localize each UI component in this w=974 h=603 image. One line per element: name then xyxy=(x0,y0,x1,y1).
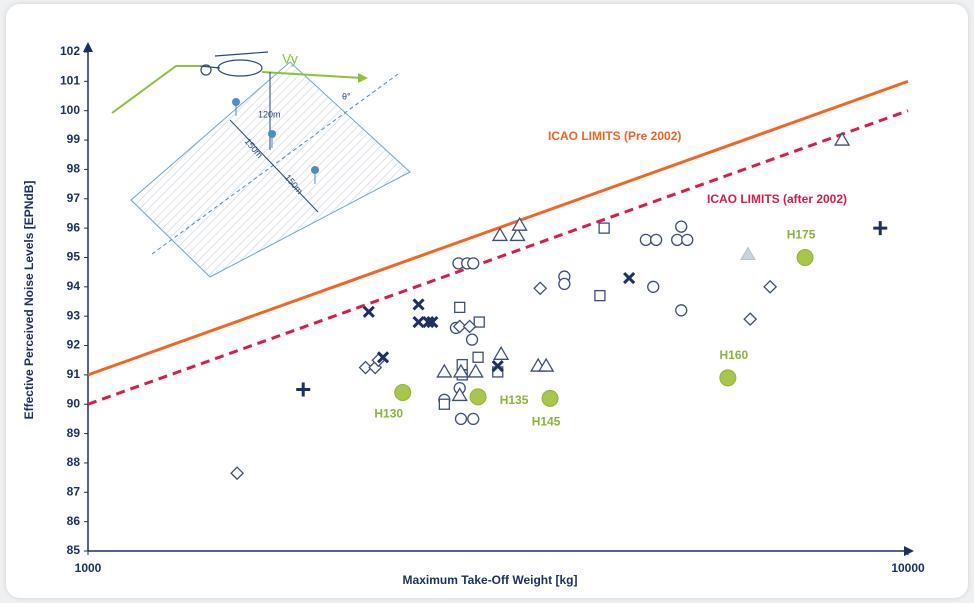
inset-arrowhead xyxy=(358,73,368,83)
point xyxy=(452,363,470,378)
inset-label: 120m xyxy=(258,109,281,119)
point-label: H160 xyxy=(720,348,749,362)
point xyxy=(467,412,480,426)
point xyxy=(796,248,814,266)
y-tick-label: 95 xyxy=(67,250,81,264)
y-tick-label: 88 xyxy=(67,455,81,469)
inset-track xyxy=(151,73,399,255)
y-tick-label: 85 xyxy=(67,543,81,557)
point xyxy=(594,289,606,302)
inset-label: Vy xyxy=(282,51,298,67)
point xyxy=(426,315,439,329)
y-tick-label: 96 xyxy=(67,220,81,234)
y-tick-label: 93 xyxy=(67,308,81,322)
point xyxy=(647,280,660,293)
point xyxy=(833,131,851,146)
x-axis-arrow xyxy=(904,546,914,556)
limit-label: ICAO LIMITS (after 2002) xyxy=(707,192,847,206)
point xyxy=(675,304,688,317)
y-tick-label: 87 xyxy=(67,484,81,498)
point xyxy=(438,398,450,410)
x-tick-label: 1000 xyxy=(75,561,102,575)
y-tick-label: 102 xyxy=(60,44,80,58)
limit-label: ICAO LIMITS (Pre 2002) xyxy=(548,129,681,143)
point xyxy=(412,315,425,329)
y-tick-label: 86 xyxy=(67,514,81,528)
point xyxy=(511,216,528,231)
y-tick-label: 97 xyxy=(67,191,81,205)
point xyxy=(598,222,610,234)
point xyxy=(422,315,435,329)
y-axis-title: Effective Perceived Noise Levels [EPNdB] xyxy=(22,181,36,420)
point-label: H145 xyxy=(532,415,561,429)
limit-line xyxy=(87,79,909,377)
point xyxy=(296,382,311,397)
point xyxy=(491,360,504,373)
y-tick-label: 98 xyxy=(67,162,81,176)
point xyxy=(558,277,571,291)
point xyxy=(541,389,559,407)
point xyxy=(740,246,756,261)
point xyxy=(454,301,466,314)
point xyxy=(538,357,555,372)
inset-helicopter xyxy=(199,51,269,77)
point xyxy=(362,305,375,318)
point xyxy=(509,227,526,242)
y-tick-label: 92 xyxy=(67,338,81,352)
y-tick-label: 100 xyxy=(60,103,80,117)
point xyxy=(719,369,737,387)
point xyxy=(533,281,548,296)
y-tick-label: 99 xyxy=(67,132,81,146)
point xyxy=(454,412,468,426)
point xyxy=(675,220,688,233)
point xyxy=(649,233,663,247)
point xyxy=(681,233,694,247)
y-axis-arrow xyxy=(83,42,93,52)
point xyxy=(473,316,485,328)
inset-vy-arrow xyxy=(261,71,363,79)
inset-path xyxy=(111,65,200,114)
point xyxy=(465,333,479,346)
y-tick-label: 101 xyxy=(60,74,80,88)
x-tick-label: 10000 xyxy=(891,561,925,575)
y-tick-label: 90 xyxy=(67,396,81,410)
inset-label: θ° xyxy=(342,91,351,101)
inset-diagram: Vy 120m 150m 150m θ° xyxy=(111,51,411,278)
point xyxy=(491,227,509,242)
card xyxy=(6,4,968,598)
point xyxy=(467,363,484,378)
point xyxy=(377,351,390,364)
point xyxy=(462,319,477,334)
point xyxy=(436,363,453,378)
point-label: H130 xyxy=(374,407,403,421)
y-tick-label: 94 xyxy=(67,279,81,293)
point xyxy=(412,298,425,311)
point-label: H175 xyxy=(787,228,816,242)
point xyxy=(467,257,480,270)
point xyxy=(452,319,467,334)
point xyxy=(358,360,373,375)
point xyxy=(230,466,245,481)
point-label: H135 xyxy=(500,393,529,407)
point xyxy=(472,351,484,363)
inset-width xyxy=(229,119,319,213)
point xyxy=(394,383,412,401)
point xyxy=(469,388,487,406)
point xyxy=(671,233,684,247)
inset-mics xyxy=(232,98,319,184)
point xyxy=(492,346,510,360)
point xyxy=(623,271,636,285)
point xyxy=(743,312,758,327)
point xyxy=(873,221,888,236)
limit-line xyxy=(87,109,909,406)
y-tick-label: 91 xyxy=(67,367,81,381)
x-axis-title: Maximum Take-Off Weight [kg] xyxy=(403,573,578,587)
point xyxy=(763,279,778,294)
point xyxy=(639,233,653,247)
y-tick-label: 89 xyxy=(67,426,81,440)
point xyxy=(451,387,468,402)
